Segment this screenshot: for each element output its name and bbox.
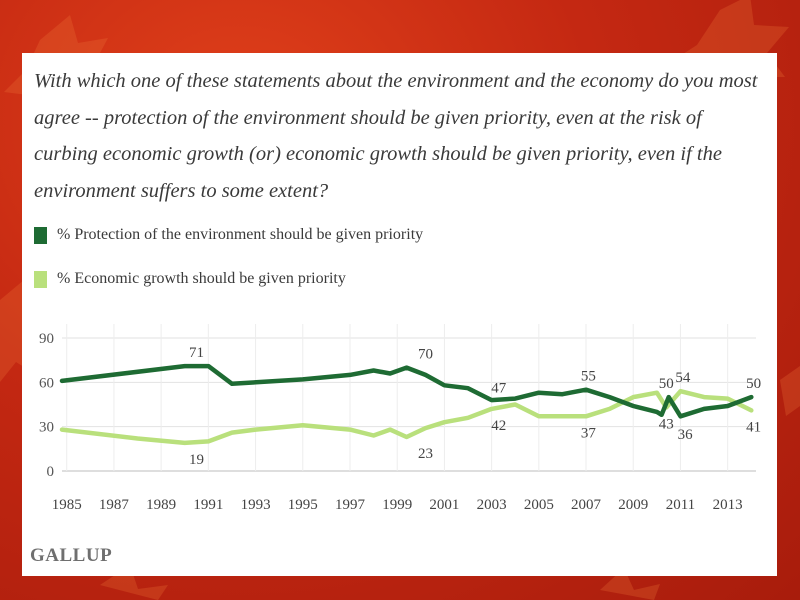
series-line-environment bbox=[59, 363, 754, 419]
data-label: 37 bbox=[581, 425, 597, 441]
legend-item-economy: % Economic growth should be given priori… bbox=[34, 268, 346, 290]
data-label: 50 bbox=[659, 376, 674, 392]
data-label: 50 bbox=[746, 376, 761, 392]
x-tick-label: 1991 bbox=[193, 497, 223, 513]
data-label: 54 bbox=[675, 370, 691, 386]
x-tick-label: 2009 bbox=[618, 497, 648, 513]
x-tick-label: 2007 bbox=[571, 497, 602, 513]
leaf-shape bbox=[780, 366, 800, 416]
x-tick-label: 1989 bbox=[146, 497, 176, 513]
x-tick-label: 1993 bbox=[241, 497, 271, 513]
survey-question: With which one of these statements about… bbox=[34, 70, 758, 202]
x-tick-label: 1999 bbox=[382, 497, 412, 513]
data-label: 42 bbox=[491, 418, 506, 434]
data-label: 43 bbox=[659, 416, 674, 432]
x-tick-label: 1997 bbox=[335, 497, 366, 513]
legend-label-economy: % Economic growth should be given priori… bbox=[57, 270, 346, 287]
x-tick-label: 2013 bbox=[713, 497, 743, 513]
x-tick-label: 1995 bbox=[288, 497, 318, 513]
x-tick-label: 1987 bbox=[99, 497, 130, 513]
y-tick-label: 30 bbox=[39, 420, 54, 436]
legend-swatch-economy bbox=[34, 270, 47, 288]
legend-item-environment: % Protection of the environment should b… bbox=[34, 224, 423, 246]
line-chart: 0 30 60 90 1985 1987 1989 1991 1993 1995 1997 1999 2… bbox=[39, 324, 761, 513]
data-label: 55 bbox=[581, 369, 596, 385]
x-tick-label: 2003 bbox=[477, 497, 507, 513]
data-label: 41 bbox=[746, 419, 761, 435]
data-label: 36 bbox=[678, 427, 694, 443]
series-line-economy bbox=[59, 388, 754, 446]
x-tick-label: 2005 bbox=[524, 497, 554, 513]
legend-label-environment: % Protection of the environment should b… bbox=[57, 226, 424, 243]
data-label: 19 bbox=[189, 452, 204, 468]
y-tick-label: 60 bbox=[39, 375, 54, 391]
x-tick-label: 1985 bbox=[52, 497, 82, 513]
chart-panel: With which one of these statements about… bbox=[22, 53, 777, 576]
data-label: 47 bbox=[491, 381, 507, 397]
x-tick-label: 2001 bbox=[429, 497, 459, 513]
gallup-logo: GALLUP bbox=[30, 545, 113, 566]
leaf-shape bbox=[600, 568, 660, 600]
data-label: 71 bbox=[189, 345, 204, 361]
x-tick-label: 2011 bbox=[666, 497, 695, 513]
data-label: 70 bbox=[418, 347, 433, 363]
data-label: 23 bbox=[418, 446, 433, 462]
legend-swatch-environment bbox=[34, 226, 47, 244]
y-tick-label: 90 bbox=[39, 331, 54, 347]
y-tick-label: 0 bbox=[47, 464, 55, 480]
